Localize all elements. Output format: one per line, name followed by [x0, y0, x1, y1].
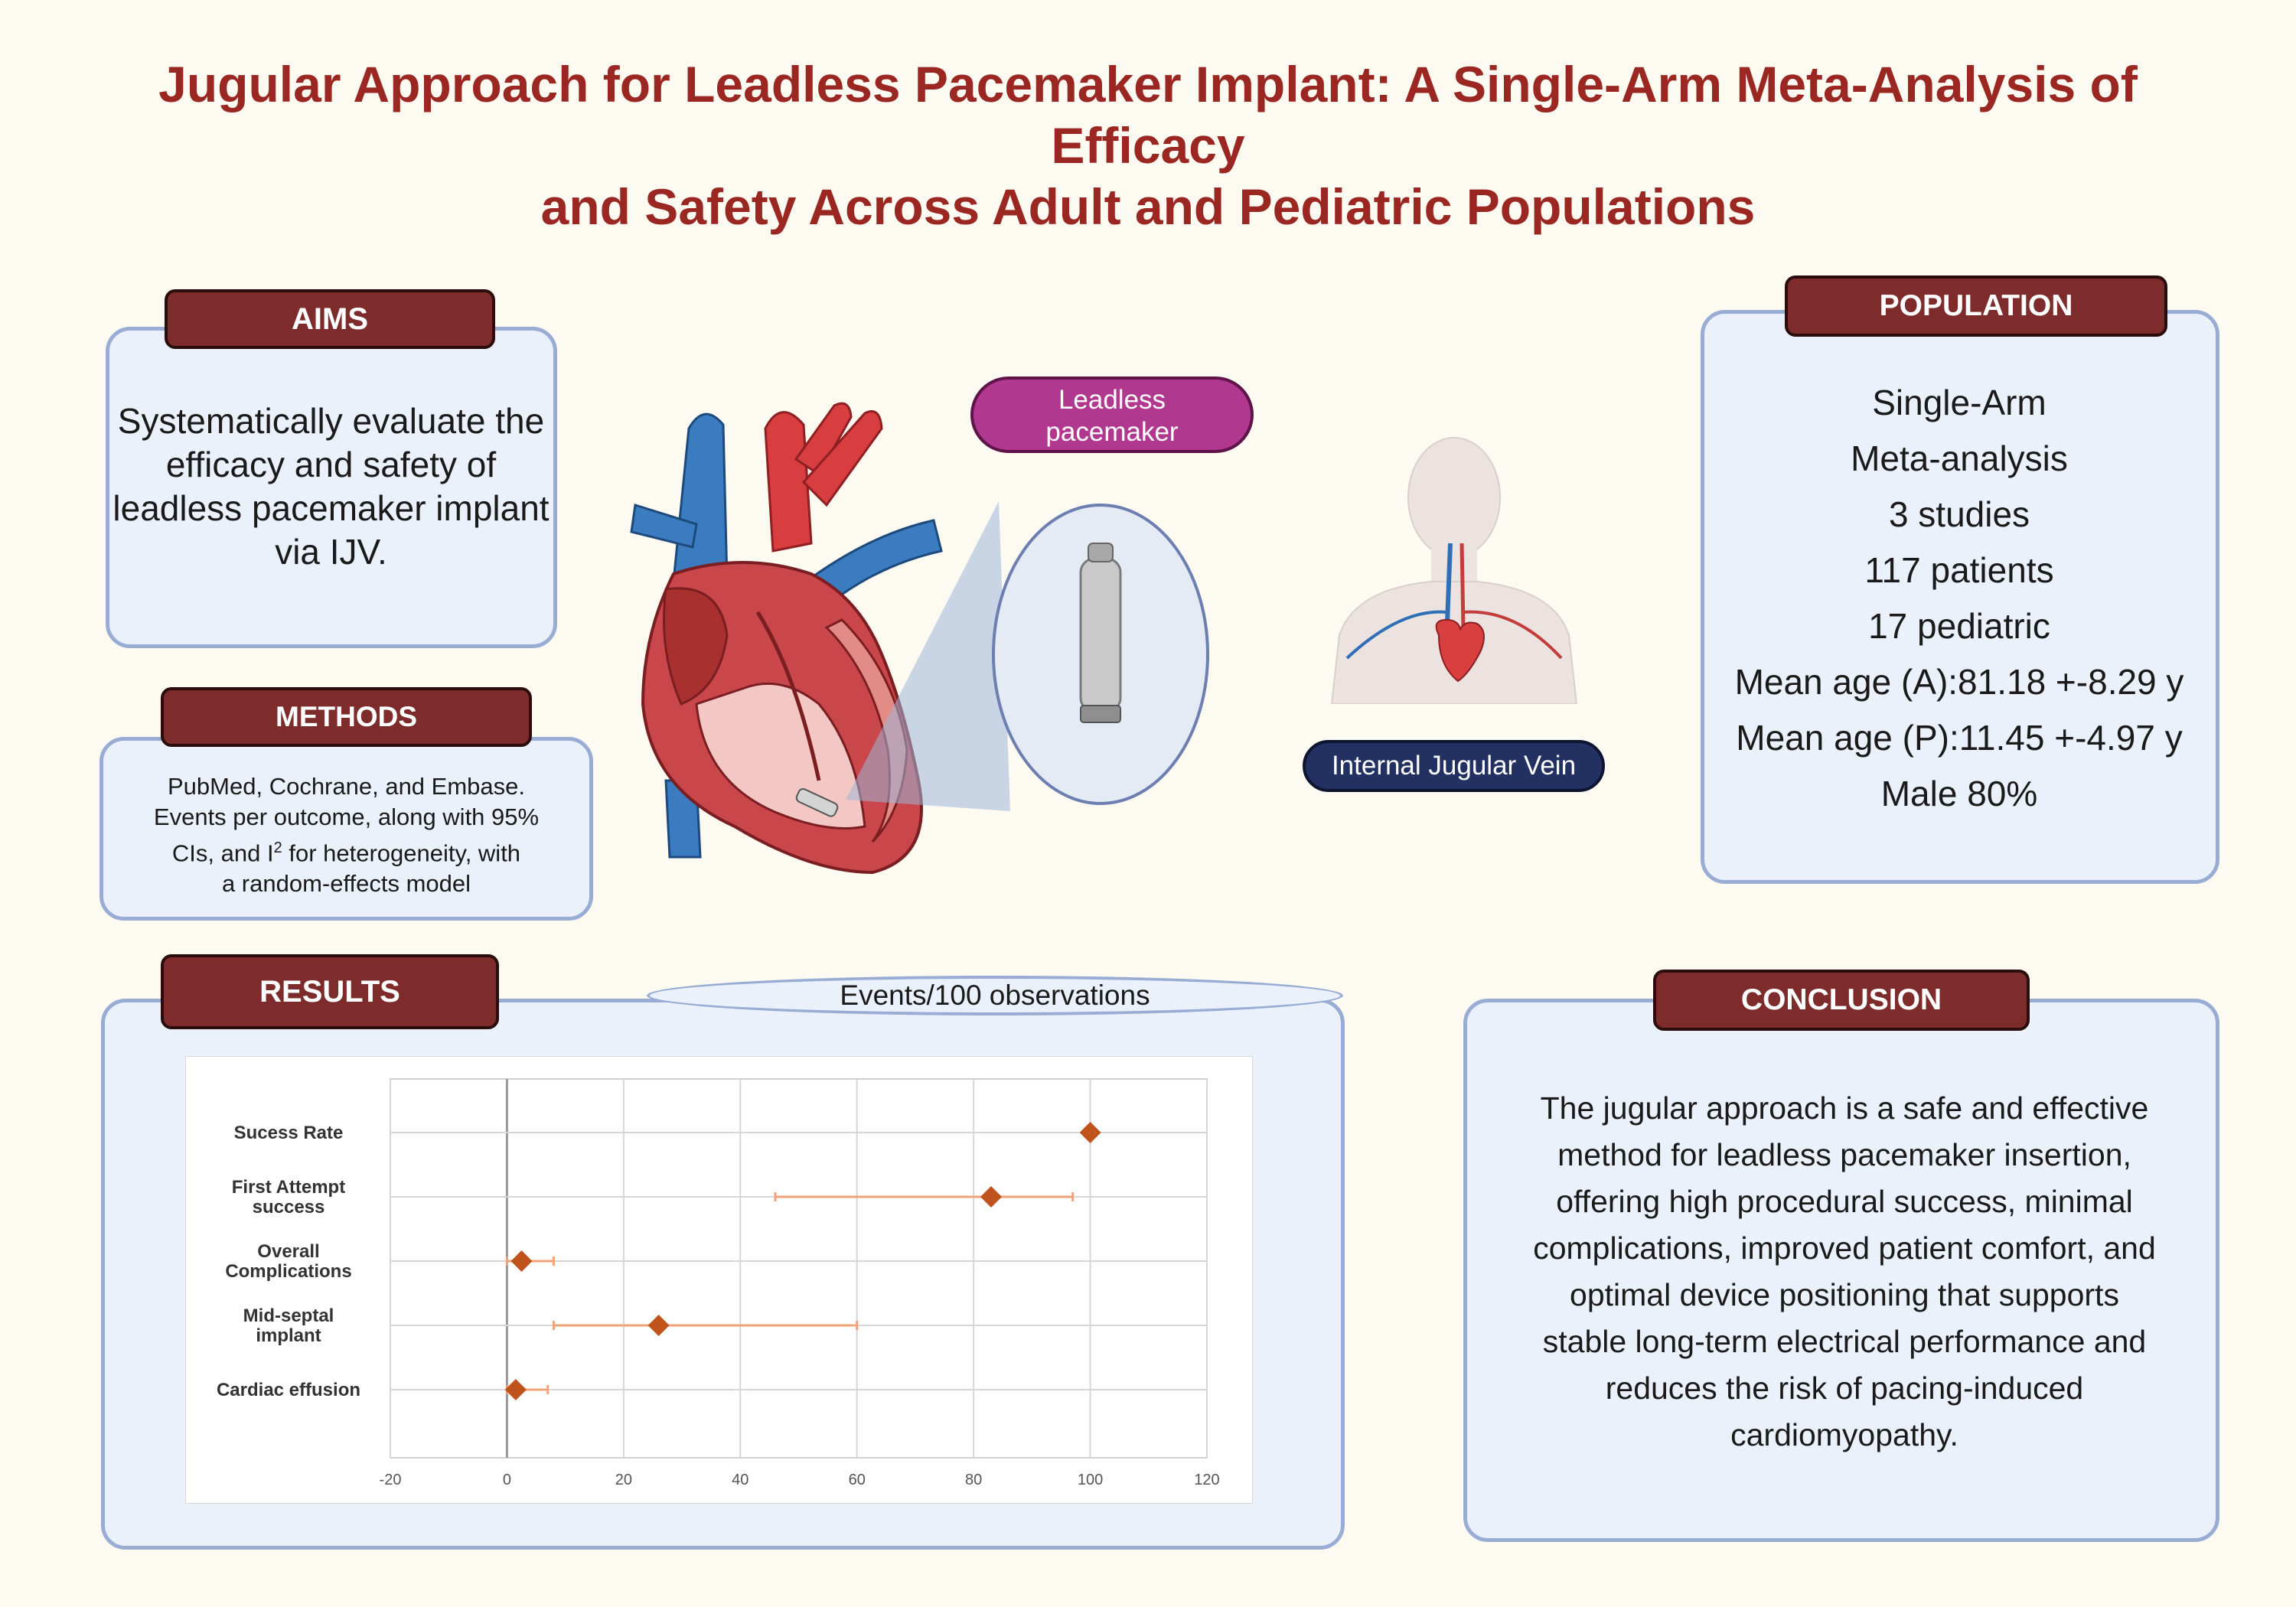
- methods-text: PubMed, Cochrane, and Embase. Events per…: [103, 771, 589, 899]
- x-tick-label: 60: [849, 1472, 866, 1488]
- aims-panel: [106, 327, 557, 648]
- aims-label: AIMS: [165, 289, 495, 349]
- population-item: Mean age (P):11.45 +-4.97 y: [1736, 718, 2183, 758]
- population-item: 117 patients: [1864, 550, 2054, 590]
- conclusion-line: offering high procedural success, minima…: [1556, 1184, 2133, 1219]
- point-estimate: [980, 1186, 1003, 1208]
- conclusion-line: The jugular approach is a safe and effec…: [1540, 1090, 2149, 1126]
- x-tick-label: 80: [965, 1472, 982, 1488]
- row-label: Mid-septal: [243, 1305, 334, 1326]
- conclusion-line: stable long-term electrical performance …: [1542, 1324, 2147, 1359]
- results-label: RESULTS: [161, 954, 499, 1029]
- point-estimate: [647, 1315, 670, 1336]
- title-line-2: and Safety Across Adult and Pediatric Po…: [540, 178, 1756, 235]
- x-tick-label: -20: [380, 1472, 402, 1488]
- x-tick-label: 20: [615, 1472, 632, 1488]
- septum: [755, 611, 821, 781]
- ventricle-chamber: [695, 682, 866, 830]
- title-line-1: Jugular Approach for Leadless Pacemaker …: [158, 56, 2138, 174]
- conclusion-label: CONCLUSION: [1653, 970, 2030, 1031]
- methods-line-3-pre: CIs, and I: [171, 839, 274, 867]
- point-estimate: [504, 1379, 527, 1400]
- methods-label: METHODS: [161, 687, 532, 747]
- pacemaker-device: [1079, 557, 1122, 713]
- point-estimate: [510, 1250, 533, 1272]
- aims-text: Systematically evaluate the efficacy and…: [113, 401, 550, 572]
- population-item: Mean age (A):81.18 +-8.29 y: [1734, 662, 2184, 702]
- poster-title: Jugular Approach for Leadless Pacemaker …: [77, 54, 2219, 237]
- aorta-branch-2: [801, 410, 883, 507]
- population-item: Meta-analysis: [1851, 438, 2068, 478]
- pacemaker-tip: [1088, 543, 1114, 562]
- row-label: Complications: [225, 1261, 351, 1282]
- population-item: 3 studies: [1888, 494, 2030, 534]
- conclusion-line: cardiomyopathy.: [1730, 1417, 1958, 1452]
- pacemaker-base: [1080, 705, 1121, 723]
- conclusion-line: method for leadless pacemaker insertion,: [1557, 1137, 2131, 1172]
- methods-line-3-post: for heterogeneity, with: [282, 839, 521, 867]
- mini-heart: [1435, 618, 1485, 683]
- methods-line-3: CIs, and I2 for heterogeneity, with: [103, 833, 589, 869]
- x-tick-label: 100: [1078, 1472, 1103, 1488]
- subclavian-left: [1345, 610, 1447, 660]
- x-tick-label: 40: [732, 1472, 748, 1488]
- methods-line-2: Events per outcome, along with 95%: [153, 804, 540, 830]
- population-item: 17 pediatric: [1868, 606, 2050, 646]
- methods-line-1: PubMed, Cochrane, and Embase.: [168, 773, 525, 800]
- aorta-branch: [794, 402, 853, 477]
- x-tick-label: 120: [1194, 1472, 1219, 1488]
- row-label: success: [253, 1197, 325, 1217]
- chart-caption: Events/100 observations: [647, 976, 1343, 1015]
- subclavian-right: [1463, 610, 1563, 660]
- internal-jugular-vein-tag: Internal Jugular Vein: [1303, 740, 1605, 792]
- pulmonary-vein: [630, 504, 698, 549]
- methods-line-4: a random-effects model: [221, 870, 471, 898]
- methods-panel: [99, 737, 593, 921]
- row-label: implant: [256, 1325, 321, 1346]
- conclusion-line: optimal device positioning that supports: [1570, 1277, 2119, 1312]
- device-label-line-2: pacemaker: [1045, 417, 1179, 447]
- population-item: Single-Arm: [1872, 383, 2047, 422]
- conclusion-text: The jugular approach is a safe and effec…: [1504, 1085, 2185, 1459]
- aorta-arch: [764, 411, 813, 553]
- right-atrium: [663, 587, 729, 706]
- population-list: Single-Arm Meta-analysis 3 studies 117 p…: [1703, 375, 2216, 822]
- heart-illustration: [630, 402, 1209, 875]
- conclusion-line: complications, improved patient comfort,…: [1533, 1231, 2156, 1266]
- row-label: Sucess Rate: [234, 1123, 344, 1143]
- methods-line-3-sup: 2: [273, 839, 282, 856]
- body-illustration: [1330, 437, 1578, 704]
- pacemaker-in-heart: [795, 787, 839, 817]
- row-label: Cardiac effusion: [217, 1380, 360, 1400]
- row-label: Overall: [257, 1241, 319, 1262]
- population-label: POPULATION: [1785, 275, 2167, 337]
- x-tick-label: 0: [503, 1472, 511, 1488]
- population-item: Male 80%: [1880, 774, 2038, 813]
- device-label-line-1: Leadless: [1058, 385, 1166, 415]
- carotid-artery: [1459, 543, 1466, 628]
- chart-background: [185, 1056, 1253, 1504]
- zoom-cone: [846, 501, 1010, 811]
- superior-vena-cava: [672, 412, 729, 583]
- conclusion-panel: [1463, 999, 2219, 1542]
- row-label: First Attempt: [232, 1177, 345, 1198]
- population-panel: [1701, 310, 2219, 884]
- leadless-pacemaker-tag: Leadless pacemaker: [970, 376, 1254, 453]
- head: [1407, 437, 1501, 558]
- point-estimate: [1079, 1122, 1101, 1143]
- conclusion-line: reduces the risk of pacing-induced: [1605, 1371, 2084, 1406]
